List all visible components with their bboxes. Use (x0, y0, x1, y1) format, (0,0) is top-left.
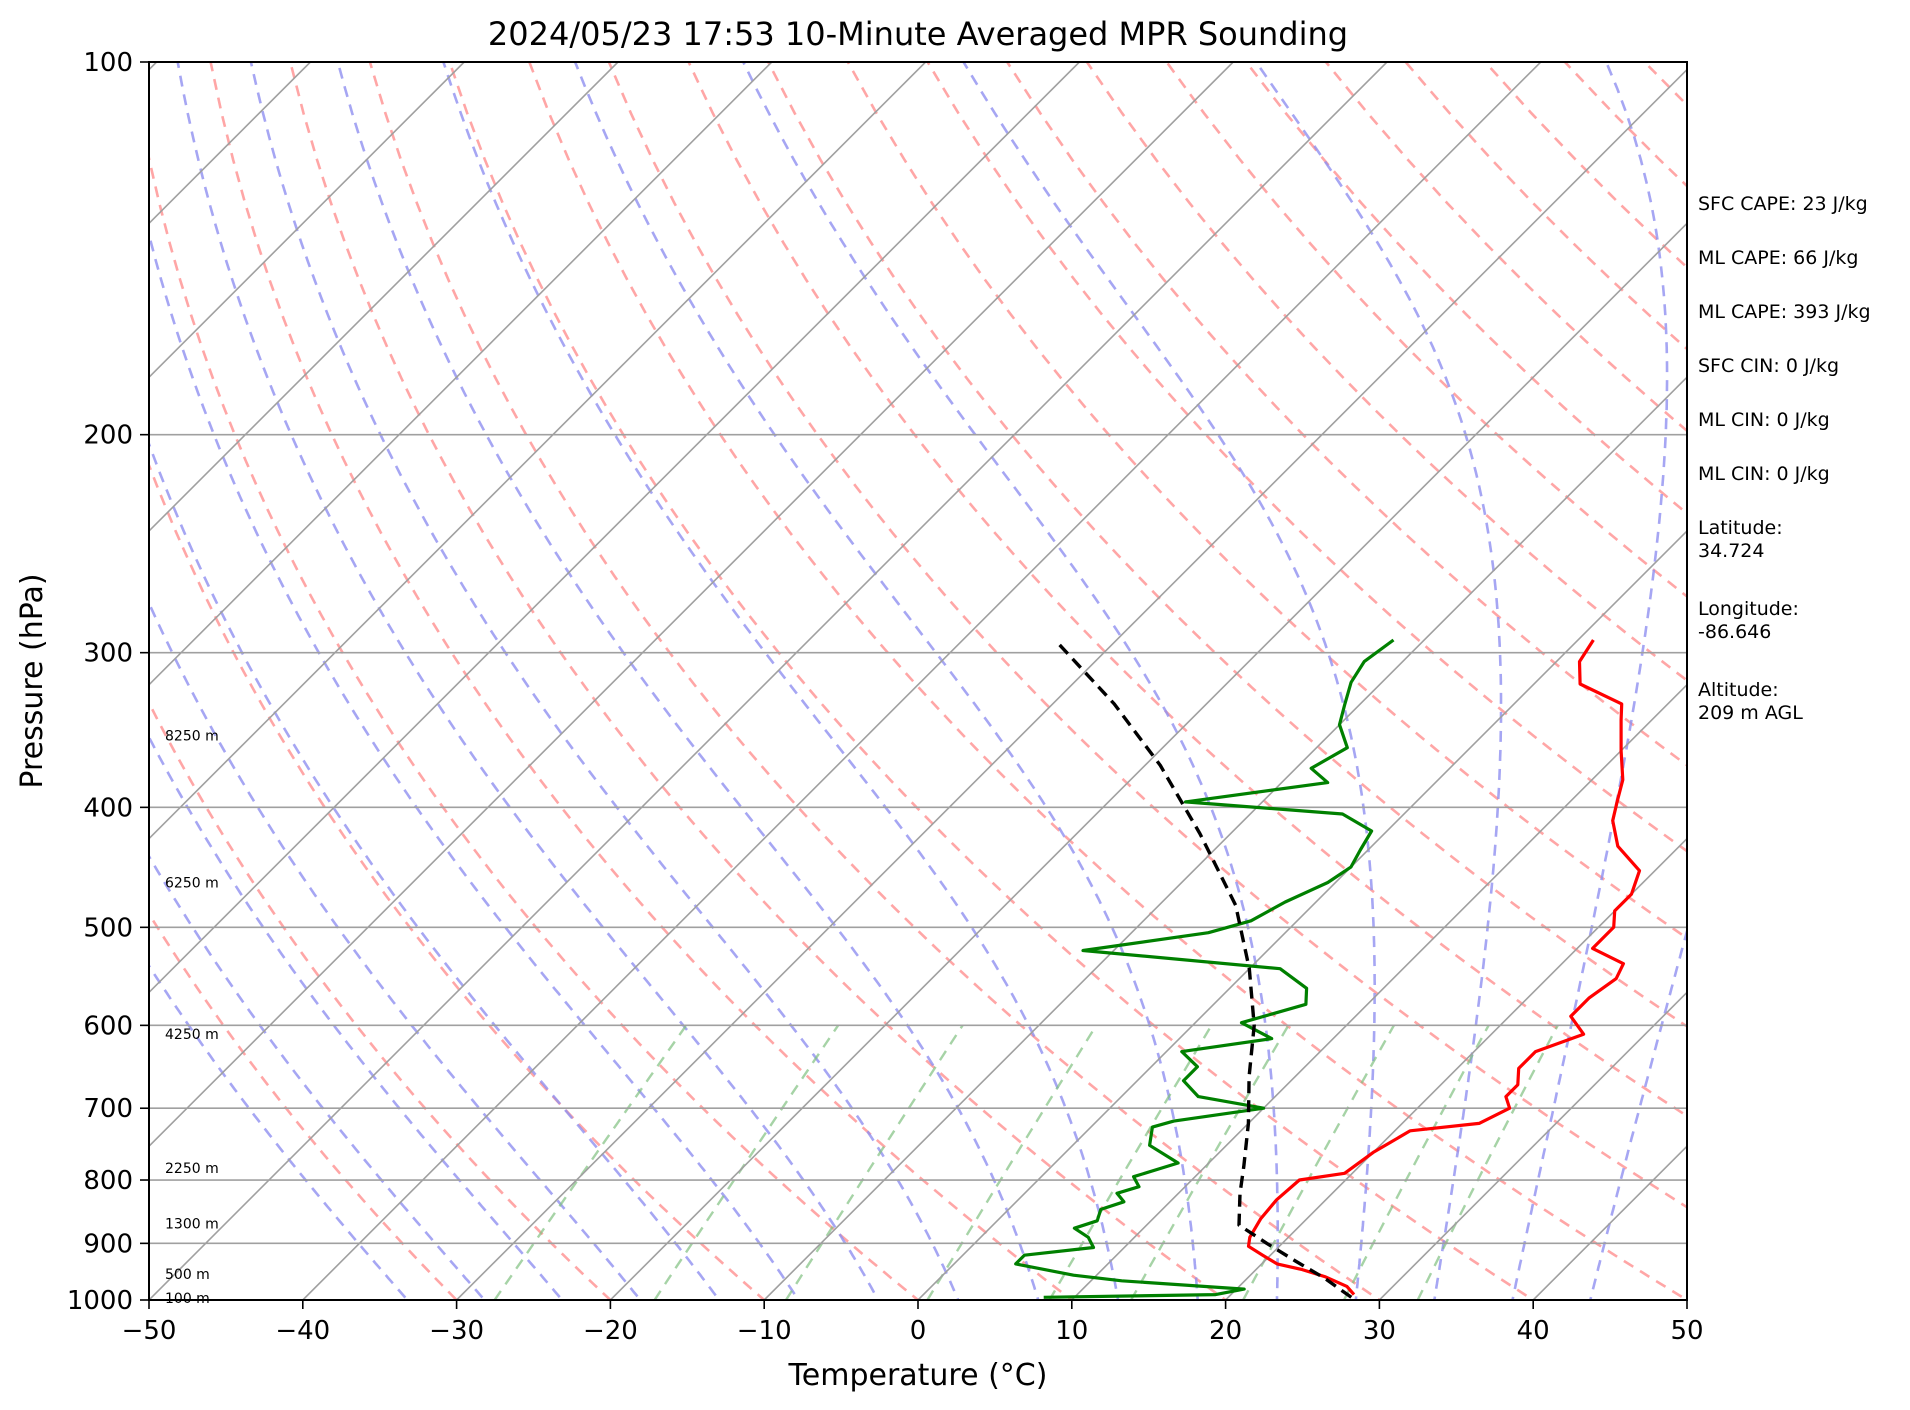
height-label: 4250 m (165, 1027, 219, 1043)
y-tick-label: 900 (83, 1229, 133, 1259)
y-tick-label: 700 (83, 1094, 133, 1124)
x-tick-label: 30 (1363, 1316, 1396, 1346)
chart-title: 2024/05/23 17:53 10-Minute Averaged MPR … (488, 15, 1348, 53)
x-tick-label: −30 (429, 1316, 484, 1346)
info-line: 34.724 (1698, 540, 1764, 562)
height-label: 500 m (165, 1267, 210, 1283)
info-line: Altitude: (1698, 679, 1779, 701)
info-line: Longitude: (1698, 598, 1799, 620)
y-tick-label: 1000 (67, 1286, 133, 1316)
y-tick-label: 400 (83, 793, 133, 823)
x-tick-label: 40 (1517, 1316, 1550, 1346)
y-tick-label: 500 (83, 913, 133, 943)
info-line: ML CAPE: 66 J/kg (1698, 247, 1858, 269)
height-label: 8250 m (165, 729, 219, 745)
info-line: -86.646 (1698, 621, 1771, 643)
x-tick-label: 50 (1670, 1316, 1703, 1346)
info-line: Latitude: (1698, 517, 1783, 539)
y-tick-label: 200 (83, 421, 133, 451)
y-tick-label: 600 (83, 1011, 133, 1041)
info-line: 209 m AGL (1698, 702, 1803, 724)
y-axis-title: Pressure (hPa) (15, 573, 50, 788)
x-tick-label: −50 (122, 1316, 177, 1346)
isotherm-line (0, 62, 3, 1300)
info-line: SFC CIN: 0 J/kg (1698, 355, 1839, 377)
y-tick-label: 100 (83, 48, 133, 78)
x-tick-label: 0 (910, 1316, 927, 1346)
y-tick-label: 300 (83, 639, 133, 669)
x-tick-label: 20 (1209, 1316, 1242, 1346)
x-tick-label: −10 (737, 1316, 792, 1346)
x-tick-label: 10 (1055, 1316, 1088, 1346)
sounding-info: SFC CAPE: 23 J/kg ML CAPE: 66 J/kg ML CAPE… (1698, 193, 1871, 724)
height-label: 100 m (165, 1291, 210, 1307)
height-label: 1300 m (165, 1216, 219, 1232)
x-axis-title: Temperature (°C) (788, 1358, 1048, 1393)
info-line: ML CIN: 0 J/kg (1698, 463, 1830, 485)
x-tick-label: −20 (583, 1316, 638, 1346)
info-line: SFC CAPE: 23 J/kg (1698, 193, 1868, 215)
info-line: ML CIN: 0 J/kg (1698, 409, 1830, 431)
plot-background (149, 62, 1687, 1300)
x-tick-label: −40 (275, 1316, 330, 1346)
y-tick-label: 800 (83, 1166, 133, 1196)
info-line: ML CAPE: 393 J/kg (1698, 301, 1871, 323)
height-label: 2250 m (165, 1161, 219, 1177)
height-label: 6250 m (165, 875, 219, 891)
